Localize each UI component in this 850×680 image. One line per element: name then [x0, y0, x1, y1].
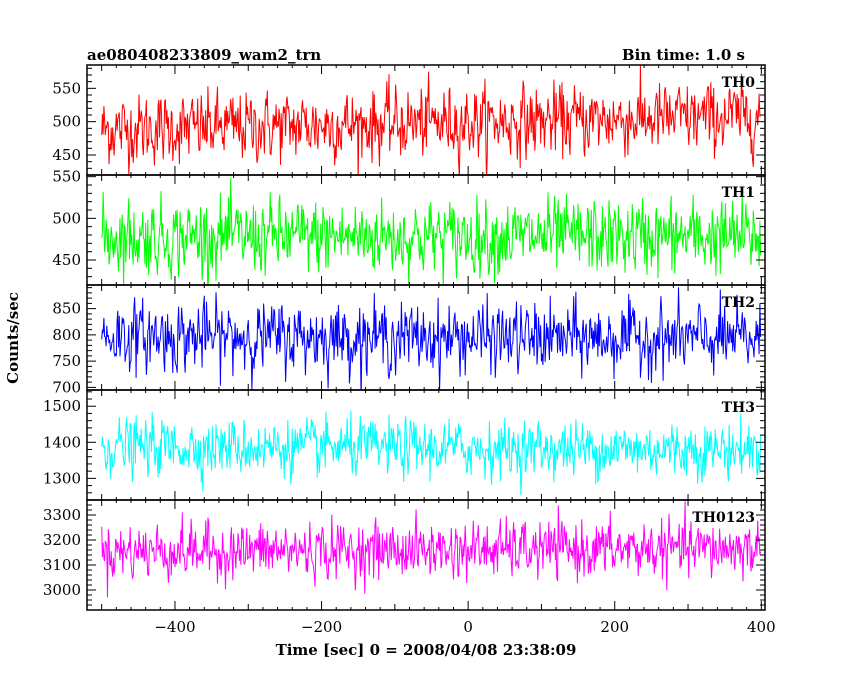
panel-th2: 700 750 800 850 TH2	[52, 284, 766, 396]
chart-title-right: Bin time: 1.0 s	[622, 46, 745, 64]
y-tick-label: 450	[52, 146, 81, 164]
y-tick-label: 3100	[43, 556, 81, 574]
panel-th3: 1300 1400 1500 TH3	[43, 389, 766, 501]
x-tick-label: 200	[600, 618, 629, 636]
x-axis-label: Time [sec] 0 = 2008/04/08 23:38:09	[276, 641, 577, 659]
series-line-th3	[101, 410, 762, 496]
panel-th0123: 3000 3100 3200 3300 TH0123	[43, 499, 766, 611]
panel-label-th2: TH2	[722, 295, 755, 311]
x-tick-label: 400	[747, 618, 776, 636]
x-tick-label: 0	[463, 618, 473, 636]
series-line-th2	[101, 287, 762, 390]
y-tick-label: 550	[52, 79, 81, 97]
y-axis-label: Counts/sec	[4, 292, 22, 384]
y-tick-label: 1400	[43, 433, 81, 451]
series-line-th0	[101, 65, 761, 175]
panel-label-th0: TH0	[722, 75, 756, 91]
x-axis: −400 −200 0 200 400	[154, 618, 775, 636]
panel-th1: 450 500 550 TH1	[52, 168, 766, 286]
y-tick-label: 450	[52, 251, 81, 269]
y-tick-label: 3200	[43, 531, 81, 549]
y-tick-label: 750	[52, 352, 81, 370]
y-tick-label: 700	[52, 378, 81, 396]
y-tick-label: 850	[52, 300, 81, 318]
y-tick-label: 800	[52, 326, 81, 344]
panel-th0: 450 500 550 TH0	[52, 64, 766, 176]
panel-label-th3: TH3	[722, 400, 755, 416]
y-tick-label: 1300	[43, 469, 81, 487]
y-tick-label: 550	[52, 168, 81, 186]
chart-title-left: ae080408233809_wam2_trn	[87, 46, 321, 64]
y-tick-label: 3300	[43, 506, 81, 524]
series-line-th1	[101, 178, 762, 285]
series-line-th0123	[101, 501, 762, 598]
y-tick-label: 500	[52, 113, 81, 131]
x-tick-label: −400	[154, 618, 195, 636]
panel-label-th0123: TH0123	[692, 510, 755, 526]
y-tick-label: 1500	[43, 397, 81, 415]
y-tick-label: 3000	[43, 581, 81, 599]
y-tick-label: 500	[52, 209, 81, 227]
panel-label-th1: TH1	[722, 185, 755, 201]
panels-group: 450 500 550 TH0 450 500 550 TH1 700 750 800 850 TH2 1…	[43, 64, 766, 611]
x-tick-label: −200	[301, 618, 342, 636]
